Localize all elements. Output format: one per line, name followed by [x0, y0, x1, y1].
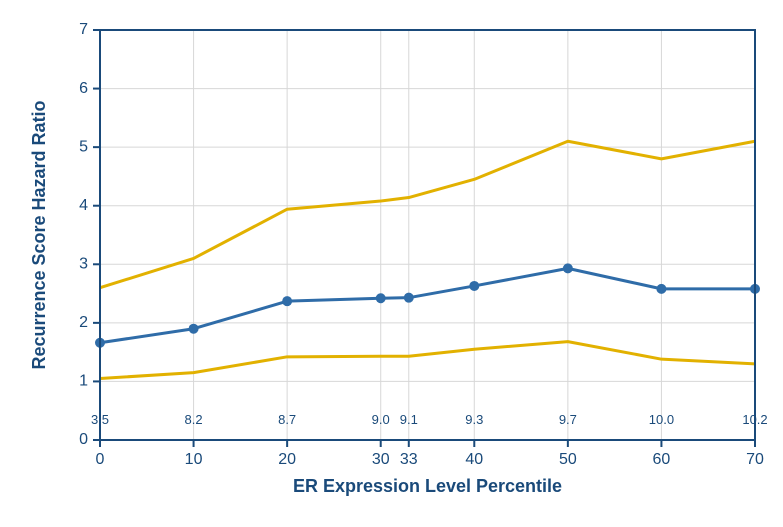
x-tick-label: 33 — [400, 451, 418, 468]
chart-container: 01234567010203033405060703.58.28.79.09.1… — [0, 0, 783, 527]
marker-mid — [469, 281, 479, 291]
inline-value-label: 9.3 — [465, 412, 483, 427]
marker-mid — [563, 263, 573, 273]
inline-value-label: 10.0 — [649, 412, 674, 427]
x-tick-label: 70 — [746, 451, 764, 468]
marker-mid — [376, 293, 386, 303]
inline-value-label: 10.2 — [742, 412, 767, 427]
inline-value-label: 9.1 — [400, 412, 418, 427]
y-tick-label: 6 — [79, 80, 88, 97]
x-tick-label: 50 — [559, 451, 577, 468]
x-tick-label: 40 — [465, 451, 483, 468]
y-tick-label: 3 — [79, 256, 88, 273]
x-tick-label: 60 — [653, 451, 671, 468]
inline-value-label: 9.7 — [559, 412, 577, 427]
inline-value-label: 3.5 — [91, 412, 109, 427]
x-tick-label: 30 — [372, 451, 390, 468]
y-tick-label: 0 — [79, 431, 88, 448]
marker-mid — [656, 284, 666, 294]
x-axis-label: ER Expression Level Percentile — [293, 476, 562, 496]
inline-value-label: 9.0 — [372, 412, 390, 427]
y-tick-label: 2 — [79, 314, 88, 331]
y-axis-label: Recurrence Score Hazard Ratio — [29, 100, 49, 369]
marker-mid — [404, 293, 414, 303]
x-tick-label: 10 — [185, 451, 203, 468]
y-tick-label: 4 — [79, 197, 88, 214]
y-tick-label: 1 — [79, 373, 88, 390]
x-tick-label: 20 — [278, 451, 296, 468]
x-tick-label: 0 — [96, 451, 105, 468]
inline-value-label: 8.2 — [185, 412, 203, 427]
y-tick-label: 5 — [79, 138, 88, 155]
inline-value-label: 8.7 — [278, 412, 296, 427]
marker-mid — [189, 324, 199, 334]
hazard-ratio-chart: 01234567010203033405060703.58.28.79.09.1… — [0, 0, 783, 527]
y-tick-label: 7 — [79, 21, 88, 38]
marker-mid — [282, 296, 292, 306]
